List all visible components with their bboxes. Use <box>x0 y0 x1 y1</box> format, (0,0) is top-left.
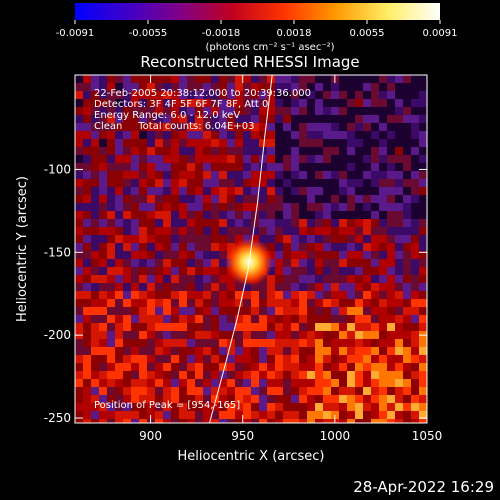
colorbar <box>75 3 440 20</box>
y-axis-label: Heliocentric Y (arcsec) <box>15 176 30 322</box>
colorbar-tick-label: -0.0091 <box>56 28 95 39</box>
plot-frame <box>74 74 428 424</box>
x-axis-label: Heliocentric X (arcsec) <box>178 449 325 464</box>
y-tick-label: -100 <box>44 162 71 176</box>
info-energy-range: Energy Range: 6.0 - 12.0 keV <box>94 110 240 121</box>
colorbar-tick-label: -0.0018 <box>202 28 241 39</box>
chart-title: Reconstructed RHESSI Image <box>140 53 359 71</box>
x-tick-label: 900 <box>139 429 162 443</box>
colorbar-tick-label: 0.0018 <box>277 28 312 39</box>
solar-limb-line <box>209 75 273 423</box>
colorbar-unit-label: (photons cm⁻² s⁻¹ asec⁻²) <box>205 42 334 53</box>
y-tick-label: -250 <box>44 411 71 425</box>
info-time-range: 22-Feb-2005 20:38:12.000 to 20:39:36.000 <box>94 88 311 99</box>
colorbar-ticks: -0.0091 -0.0055 -0.0018 0.0018 0.0055 0.0091 <box>56 20 458 39</box>
y-tick-label: -200 <box>44 328 71 342</box>
x-tick-label: 1050 <box>412 429 443 443</box>
timestamp: 28-Apr-2022 16:29 <box>353 478 494 496</box>
heatmap-image <box>75 75 427 423</box>
peak-position-label: Position of Peak = [954,-165] <box>94 400 240 411</box>
x-tick-label: 1000 <box>320 429 351 443</box>
info-counts: Clean Total counts: 6.04E+03 <box>94 121 254 132</box>
colorbar-tick-label: -0.0055 <box>129 28 168 39</box>
y-tick-label: -150 <box>44 245 71 259</box>
x-tick-label: 950 <box>231 429 254 443</box>
info-detectors: Detectors: 3F 4F 5F 6F 7F 8F, Att 0 <box>94 99 268 110</box>
colorbar-tick-label: 0.0091 <box>423 28 458 39</box>
axis-ticks: 900 950 1000 1050 -100 -150 -200 -250 <box>44 75 443 443</box>
colorbar-tick-label: 0.0055 <box>350 28 385 39</box>
